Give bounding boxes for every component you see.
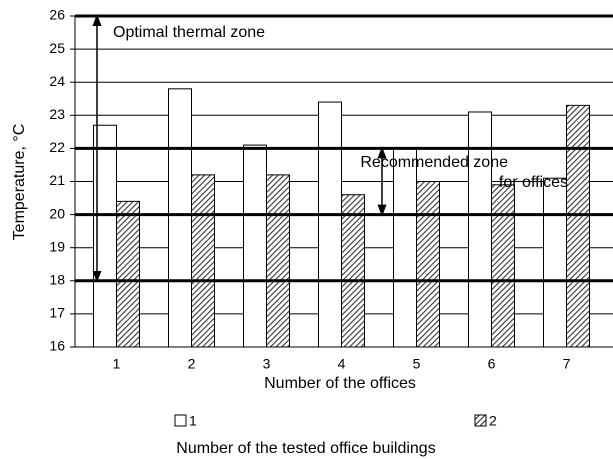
legend-label: 1 [189,413,197,429]
legend-swatch [174,414,187,427]
legend-swatch [474,414,487,427]
x-tick-label: 6 [488,356,496,372]
y-tick-label: 24 [49,73,65,89]
legend-title: Number of the tested office buildings [176,440,435,457]
y-tick-label: 20 [49,205,65,221]
y-tick-label: 21 [49,172,65,188]
bar [416,181,440,348]
x-tick-label: 7 [563,356,571,372]
zone-label: Optimal thermal zone [113,24,265,41]
bar [393,147,417,348]
bar [191,174,215,348]
bar [318,101,342,348]
zone-label: Recommended zone [360,154,508,171]
y-tick-label: 18 [49,272,65,288]
y-tick-label: 22 [49,139,65,155]
bar [168,88,192,348]
bar [243,144,267,348]
y-tick-label: 17 [49,305,65,321]
bar [491,184,515,348]
bar [543,177,567,348]
y-axis-label: Temperature, °C [11,124,28,241]
x-tick-label: 3 [263,356,271,372]
x-tick-label: 5 [413,356,421,372]
bar [116,200,140,348]
x-axis-label: Number of the offices [264,375,416,392]
legend-label: 2 [489,413,497,429]
x-tick-label: 4 [338,356,346,372]
x-tick-label: 2 [188,356,196,372]
y-tick-label: 16 [49,338,65,354]
zone-label: for offices [499,174,568,191]
y-tick-label: 23 [49,106,65,122]
bar [341,194,365,348]
y-tick-label: 26 [49,7,65,23]
bar [266,174,290,348]
bar [566,104,590,348]
x-tick-label: 1 [113,356,121,372]
y-tick-label: 25 [49,40,65,56]
y-tick-label: 19 [49,238,65,254]
